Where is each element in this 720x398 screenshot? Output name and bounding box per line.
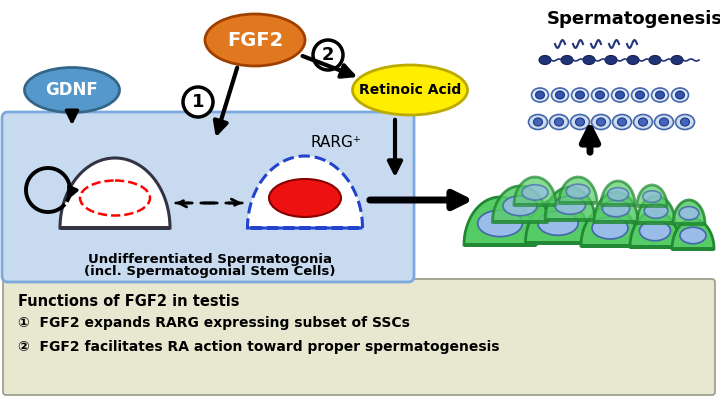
- Polygon shape: [559, 177, 597, 203]
- Polygon shape: [492, 186, 547, 222]
- Ellipse shape: [680, 227, 706, 244]
- Ellipse shape: [269, 179, 341, 217]
- Ellipse shape: [613, 115, 631, 129]
- Ellipse shape: [652, 88, 668, 102]
- Circle shape: [313, 40, 343, 70]
- Text: Retinoic Acid: Retinoic Acid: [359, 83, 461, 97]
- Ellipse shape: [636, 91, 644, 99]
- Text: Spermatogenesis: Spermatogenesis: [547, 10, 720, 28]
- Ellipse shape: [554, 118, 564, 126]
- Ellipse shape: [575, 91, 585, 99]
- Ellipse shape: [618, 118, 626, 126]
- Text: 1: 1: [192, 93, 204, 111]
- Ellipse shape: [680, 118, 690, 126]
- Polygon shape: [514, 177, 556, 205]
- Ellipse shape: [477, 210, 522, 236]
- Ellipse shape: [654, 115, 673, 129]
- Polygon shape: [464, 197, 536, 245]
- Text: ②  FGF2 facilitates RA action toward proper spermatogenesis: ② FGF2 facilitates RA action toward prop…: [18, 340, 500, 354]
- Ellipse shape: [603, 200, 629, 217]
- Ellipse shape: [24, 68, 120, 113]
- Ellipse shape: [353, 65, 467, 115]
- Text: Undifferentiated Spermatogonia: Undifferentiated Spermatogonia: [88, 253, 332, 266]
- Ellipse shape: [538, 211, 578, 235]
- Ellipse shape: [595, 91, 605, 99]
- Ellipse shape: [592, 115, 611, 129]
- Ellipse shape: [592, 217, 628, 239]
- Text: RARG⁺: RARG⁺: [310, 135, 361, 150]
- Polygon shape: [594, 192, 638, 222]
- Ellipse shape: [616, 91, 624, 99]
- FancyBboxPatch shape: [2, 112, 414, 282]
- Circle shape: [183, 87, 213, 117]
- Ellipse shape: [649, 55, 661, 64]
- Polygon shape: [630, 211, 680, 247]
- Ellipse shape: [611, 88, 629, 102]
- Ellipse shape: [570, 115, 590, 129]
- Polygon shape: [637, 196, 675, 223]
- Polygon shape: [60, 158, 170, 228]
- Polygon shape: [637, 185, 667, 206]
- FancyBboxPatch shape: [3, 279, 715, 395]
- Polygon shape: [248, 156, 362, 228]
- Ellipse shape: [522, 185, 548, 200]
- Ellipse shape: [536, 91, 544, 99]
- Polygon shape: [673, 200, 705, 224]
- Ellipse shape: [660, 118, 668, 126]
- Ellipse shape: [539, 55, 551, 64]
- Ellipse shape: [561, 55, 573, 64]
- Ellipse shape: [608, 187, 629, 201]
- Ellipse shape: [639, 221, 670, 241]
- Ellipse shape: [592, 88, 608, 102]
- Ellipse shape: [675, 115, 695, 129]
- Text: ①  FGF2 expands RARG expressing subset of SSCs: ① FGF2 expands RARG expressing subset of…: [18, 316, 410, 330]
- Ellipse shape: [631, 88, 649, 102]
- Polygon shape: [601, 181, 635, 205]
- Ellipse shape: [672, 88, 688, 102]
- Ellipse shape: [655, 91, 665, 99]
- Text: (incl. Spermatogonial Stem Cells): (incl. Spermatogonial Stem Cells): [84, 265, 336, 278]
- Ellipse shape: [644, 203, 667, 218]
- Ellipse shape: [583, 55, 595, 64]
- Ellipse shape: [528, 115, 547, 129]
- Polygon shape: [672, 219, 714, 249]
- Ellipse shape: [554, 196, 585, 214]
- Ellipse shape: [679, 207, 699, 220]
- Ellipse shape: [572, 88, 588, 102]
- Ellipse shape: [634, 115, 652, 129]
- Ellipse shape: [566, 184, 590, 199]
- Ellipse shape: [552, 88, 569, 102]
- Ellipse shape: [534, 118, 542, 126]
- Ellipse shape: [205, 14, 305, 66]
- Ellipse shape: [643, 191, 661, 202]
- Ellipse shape: [531, 88, 549, 102]
- Ellipse shape: [671, 55, 683, 64]
- Polygon shape: [526, 199, 590, 243]
- Ellipse shape: [596, 118, 606, 126]
- Ellipse shape: [627, 55, 639, 64]
- Polygon shape: [545, 187, 595, 220]
- Ellipse shape: [675, 91, 685, 99]
- Ellipse shape: [639, 118, 647, 126]
- Polygon shape: [581, 206, 639, 246]
- Ellipse shape: [503, 196, 537, 216]
- Ellipse shape: [556, 91, 564, 99]
- Text: GDNF: GDNF: [45, 81, 99, 99]
- Ellipse shape: [605, 55, 617, 64]
- Text: 2: 2: [322, 46, 334, 64]
- Ellipse shape: [575, 118, 585, 126]
- Ellipse shape: [549, 115, 569, 129]
- Text: FGF2: FGF2: [227, 31, 283, 49]
- Text: Functions of FGF2 in testis: Functions of FGF2 in testis: [18, 294, 240, 309]
